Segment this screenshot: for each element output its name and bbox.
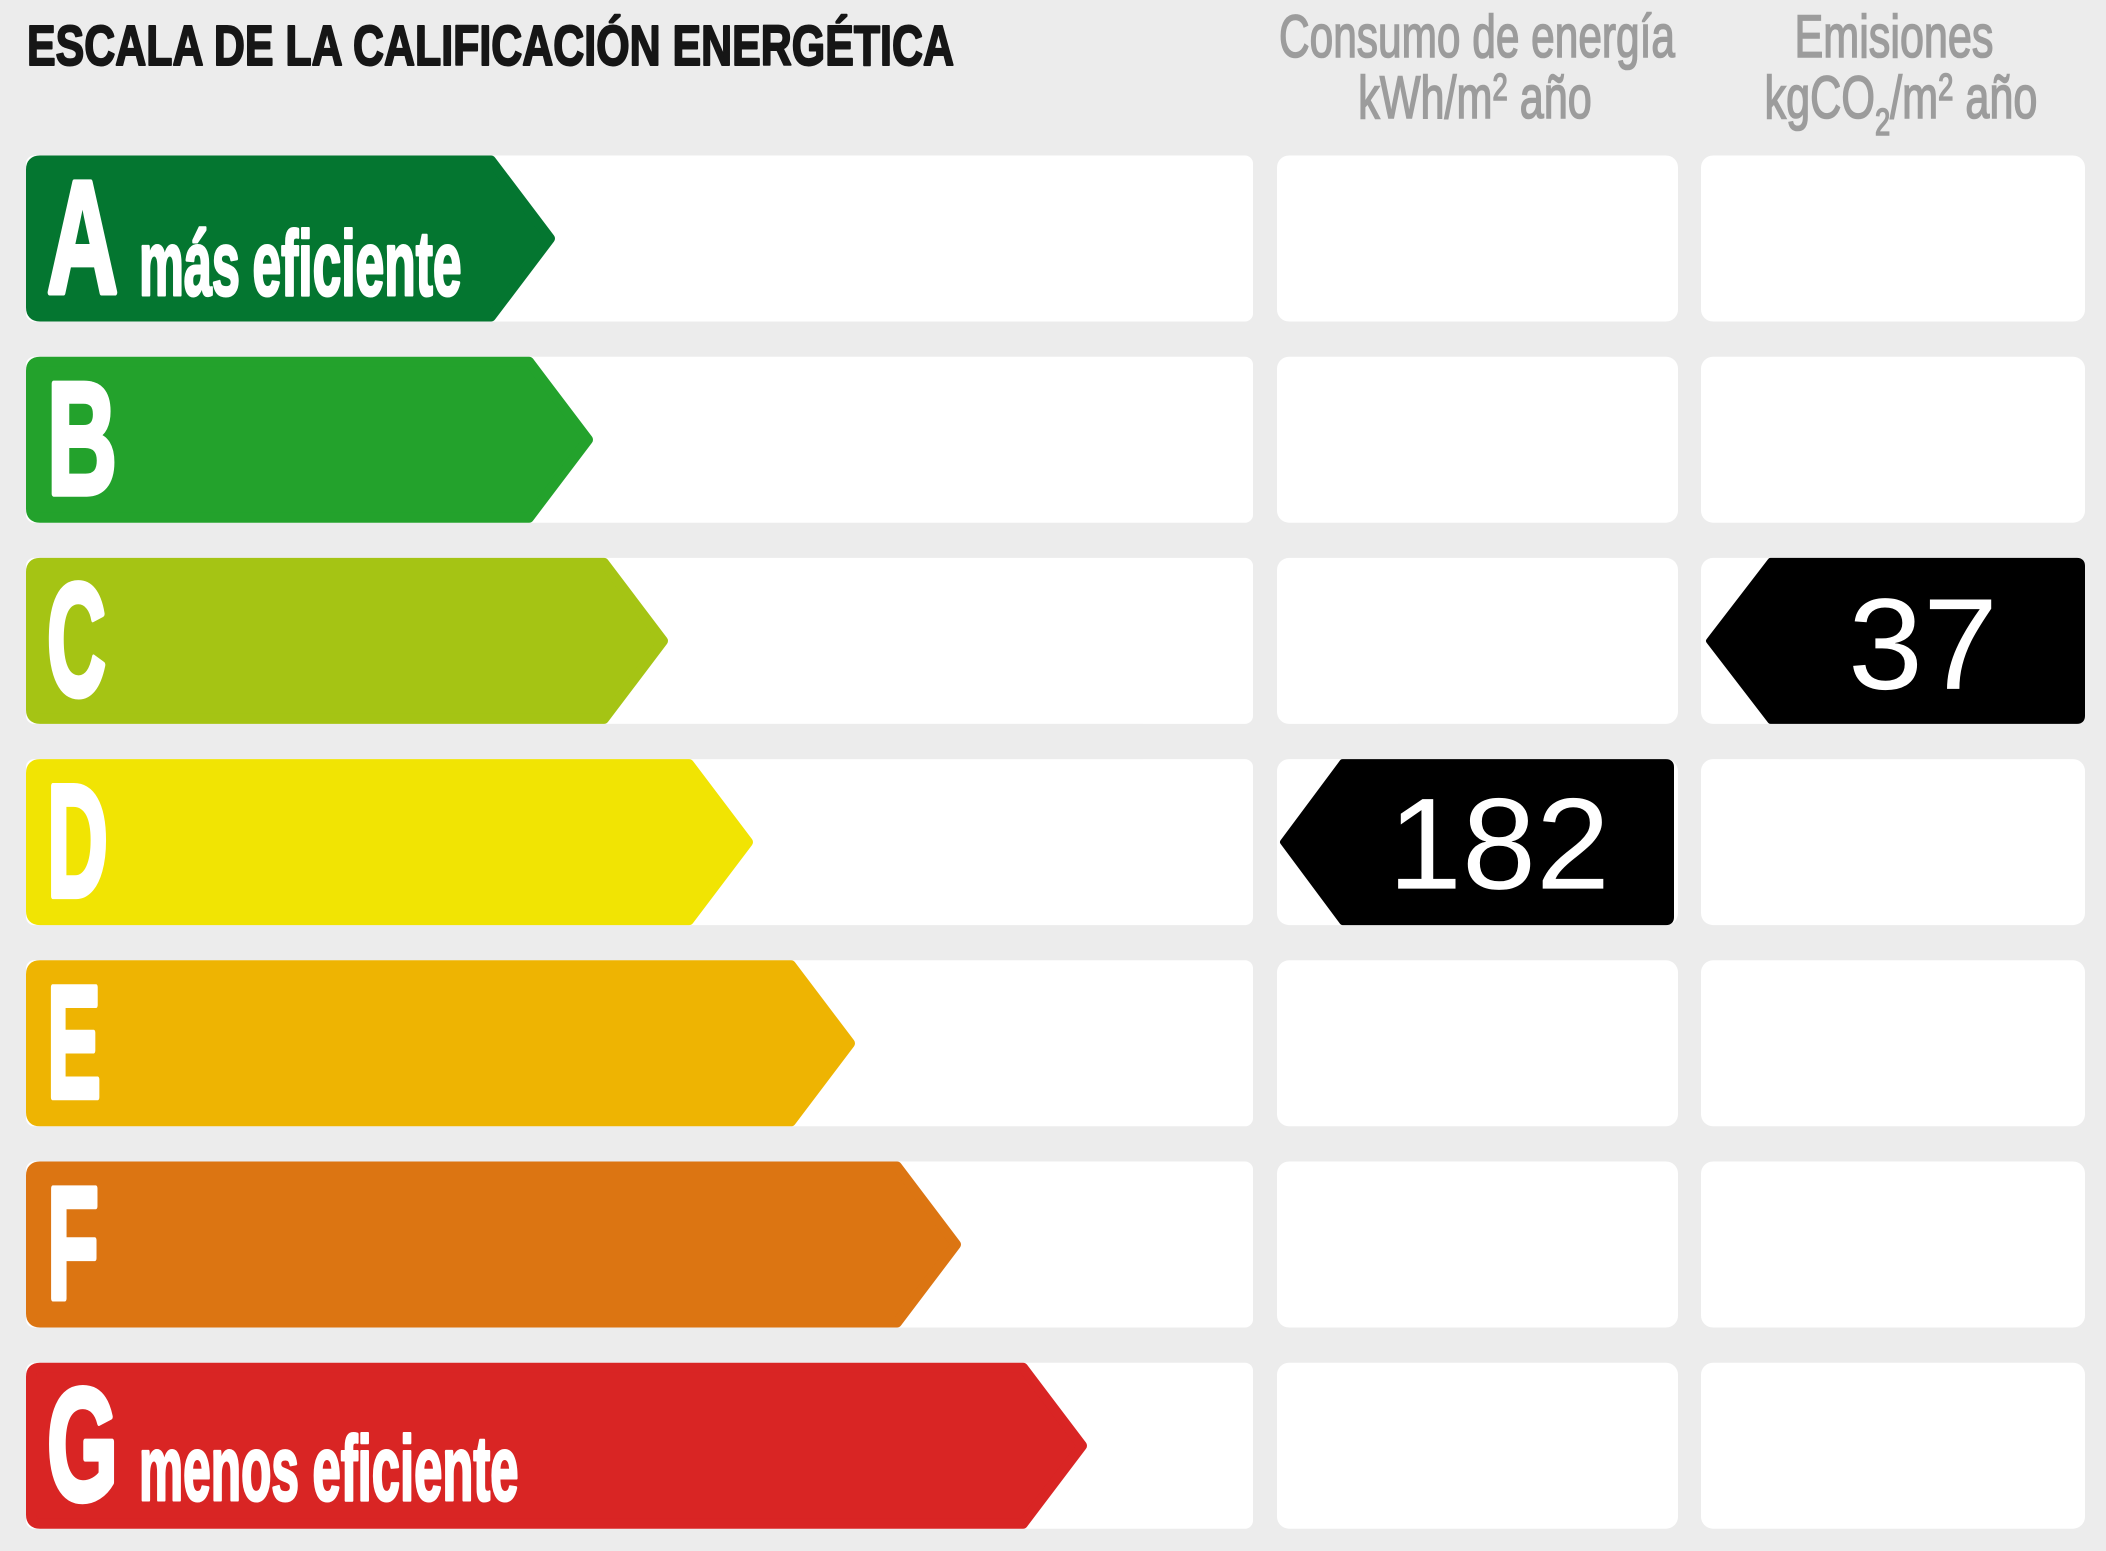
svg-text:eficiente: eficiente — [313, 1418, 519, 1520]
svg-text:182: 182 — [1388, 771, 1610, 917]
svg-text:A: A — [47, 148, 118, 327]
svg-text:kgCO2/m2 año: kgCO2/m2 año — [1765, 65, 2038, 144]
svg-text:B: B — [47, 349, 117, 528]
svg-text:G: G — [47, 1355, 118, 1534]
svg-text:ESCALA DE LA CALIFICACIÓN ENER: ESCALA DE LA CALIFICACIÓN ENERGÉTICA — [27, 14, 954, 78]
svg-text:Consumo de energía: Consumo de energía — [1279, 3, 1675, 70]
svg-text:D: D — [47, 751, 108, 930]
svg-text:eficiente: eficiente — [253, 213, 462, 315]
svg-text:C: C — [47, 550, 106, 729]
svg-text:F: F — [47, 1154, 99, 1333]
svg-text:E: E — [47, 952, 101, 1131]
svg-text:kWh/m2 año: kWh/m2 año — [1358, 65, 1592, 132]
svg-text:Emisiones: Emisiones — [1795, 3, 1994, 70]
svg-text:más: más — [139, 213, 240, 315]
svg-text:menos: menos — [139, 1418, 299, 1520]
svg-text:37: 37 — [1848, 571, 1998, 717]
